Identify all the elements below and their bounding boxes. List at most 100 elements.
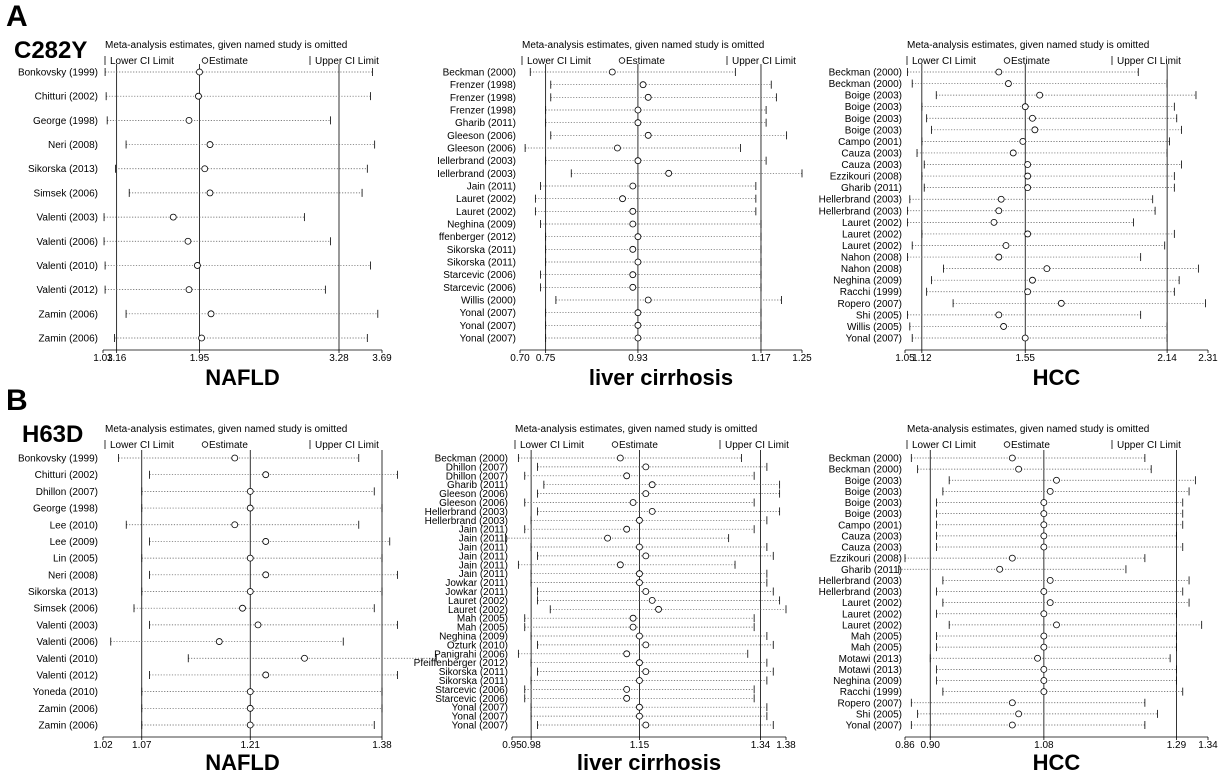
study-label: Boige (2003) <box>845 487 902 498</box>
study-label: Neghina (2009) <box>833 276 902 287</box>
x-tick-label: 1.03 <box>93 353 113 364</box>
study-label: Yonal (2007) <box>460 308 516 319</box>
x-tick-label: 0.70 <box>510 353 530 364</box>
legend-upper-ci: Upper CI Limit <box>732 56 796 67</box>
study-label: Mah (2005) <box>457 614 508 625</box>
estimate-marker <box>648 507 656 515</box>
estimate-marker <box>642 552 650 560</box>
estimate-marker <box>1046 576 1054 584</box>
x-tick-label: 0.95 <box>502 740 522 751</box>
estimate-marker <box>246 504 254 512</box>
forest-plot-b-2: Meta-analysis estimates, given named stu… <box>414 424 796 774</box>
estimate-marker <box>1040 610 1048 618</box>
study-label: Zamin (2006) <box>39 309 98 320</box>
estimate-marker <box>990 218 998 226</box>
estimate-marker <box>246 487 254 495</box>
study-label: Racchi (1999) <box>840 687 902 698</box>
study-label: Cauza (2003) <box>841 531 902 542</box>
estimate-marker <box>636 677 643 684</box>
study-label: Yonal (2007) <box>460 334 516 345</box>
estimate-marker <box>642 641 650 649</box>
study-label: Panigrahi (2006) <box>434 649 508 660</box>
legend-estimate-marker <box>201 441 209 448</box>
study-label: Pfeiffenberger (2012) <box>414 658 508 669</box>
study-label: George (1998) <box>33 116 98 127</box>
x-tick-label: 1.02 <box>93 740 113 751</box>
estimate-marker <box>1053 476 1060 484</box>
legend-estimate-marker <box>1003 441 1011 448</box>
study-label: Frenzer (1998) <box>450 106 516 117</box>
study-label: Simsek (2006) <box>34 188 98 199</box>
study-label: Lee (2010) <box>50 520 98 531</box>
study-label: Campo (2001) <box>838 520 902 531</box>
estimate-marker <box>198 334 205 342</box>
estimate-marker <box>1005 80 1012 87</box>
estimate-marker <box>1000 323 1007 330</box>
estimate-marker <box>206 141 214 148</box>
legend-lower-ci: Lower CI Limit <box>110 56 174 67</box>
study-label: Nahon (2008) <box>841 253 902 264</box>
study-label: Zamin (2006) <box>39 704 98 715</box>
study-label: Neghina (2009) <box>447 220 516 231</box>
study-label: Frenzer (1998) <box>450 93 516 104</box>
estimate-marker <box>239 604 246 612</box>
legend-estimate: Estimate <box>626 56 665 67</box>
study-label: Willis (2000) <box>461 296 516 307</box>
legend-estimate: Estimate <box>1011 56 1050 67</box>
forest-plot-a-1: Meta-analysis estimates, given named stu… <box>18 40 392 390</box>
study-label: Shi (2005) <box>856 709 902 720</box>
estimate-marker <box>184 237 192 245</box>
study-label: Lauret (2002) <box>842 620 902 631</box>
estimate-marker <box>1040 588 1048 595</box>
estimate-marker <box>996 565 1004 573</box>
estimate-marker <box>623 650 631 658</box>
estimate-marker <box>642 588 650 595</box>
estimate-marker <box>636 570 643 578</box>
study-label: Jain (2011) <box>459 551 508 562</box>
estimate-marker <box>1053 621 1060 629</box>
estimate-marker <box>193 262 201 269</box>
estimate-marker <box>1057 299 1065 307</box>
estimate-marker <box>665 169 673 177</box>
estimate-marker <box>1040 510 1048 518</box>
study-label: Neri (2008) <box>48 140 98 151</box>
study-label: Valenti (2003) <box>36 620 98 631</box>
study-label: Valenti (2012) <box>36 285 98 296</box>
estimate-marker <box>642 668 650 675</box>
study-label: Lin (2005) <box>53 554 98 565</box>
x-tick-label: 1.15 <box>630 740 650 751</box>
x-tick-label: 1.05 <box>895 353 915 364</box>
estimate-marker <box>634 233 642 241</box>
study-label: Sikorska (2011) <box>447 245 516 256</box>
study-label: Hellerbrand (2003) <box>819 195 902 206</box>
estimate-marker <box>644 93 652 101</box>
study-label: Bonkovsky (1999) <box>18 68 98 79</box>
estimate-marker <box>1029 276 1036 284</box>
estimate-marker <box>648 481 656 489</box>
study-label: Gharib (2011) <box>841 565 902 576</box>
study-label: Simsek (2006) <box>34 604 98 615</box>
study-label: Neghina (2009) <box>439 632 508 643</box>
x-tick-label: 3.28 <box>329 353 349 364</box>
study-label: Hellerbrand (2003) <box>425 516 508 527</box>
study-label: Boige (2003) <box>845 509 902 520</box>
study-label: Cauza (2003) <box>841 543 902 554</box>
study-label: Hellerbrand (2003) <box>819 206 902 217</box>
study-label: Valenti (2010) <box>36 261 98 272</box>
estimate-marker <box>623 472 631 480</box>
estimate-marker <box>1040 499 1048 506</box>
estimate-marker <box>636 632 643 640</box>
estimate-marker <box>623 686 631 693</box>
legend-estimate-marker <box>201 57 209 64</box>
estimate-marker <box>642 721 650 729</box>
x-tick-label: 0.90 <box>921 740 941 751</box>
study-label: Gleeson (2006) <box>439 489 508 500</box>
estimate-marker <box>655 605 662 613</box>
estimate-marker <box>642 463 650 471</box>
study-label: Campo (2001) <box>838 137 902 148</box>
study-label: Ezzikouri (2008) <box>830 172 902 183</box>
estimate-marker <box>614 144 621 152</box>
estimate-marker <box>634 106 642 114</box>
estimate-marker <box>997 195 1005 203</box>
study-label: Motawi (2013) <box>839 665 902 676</box>
